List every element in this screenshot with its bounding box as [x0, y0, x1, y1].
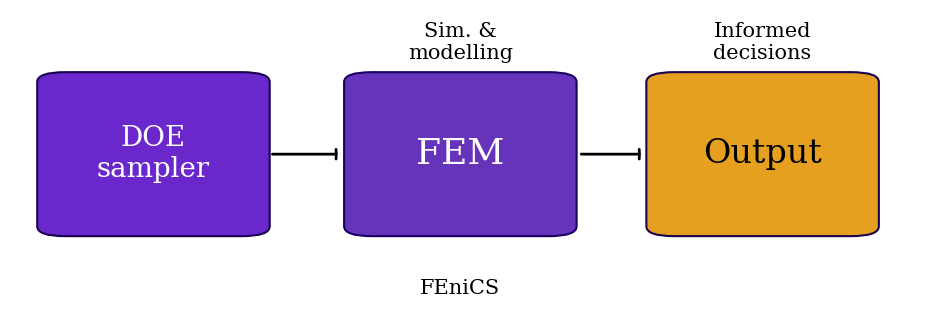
FancyBboxPatch shape: [646, 72, 879, 236]
FancyBboxPatch shape: [37, 72, 270, 236]
Text: FEniCS: FEniCS: [420, 279, 500, 298]
Text: Output: Output: [703, 138, 822, 170]
Text: FEM: FEM: [416, 137, 505, 171]
Text: DOE
sampler: DOE sampler: [97, 125, 210, 183]
FancyBboxPatch shape: [344, 72, 577, 236]
Text: Sim. &
modelling: Sim. & modelling: [408, 22, 512, 63]
Text: Informed
decisions: Informed decisions: [713, 22, 812, 63]
